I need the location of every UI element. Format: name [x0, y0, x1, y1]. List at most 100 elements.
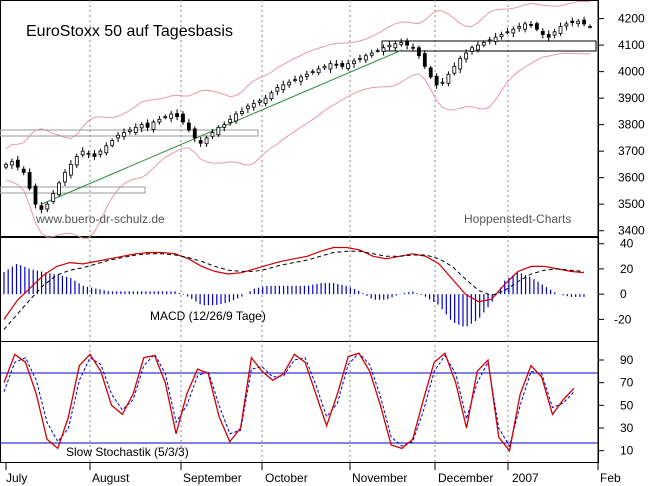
candlesticks	[4, 16, 592, 214]
stoch-tick-label-3: 70	[620, 376, 634, 390]
candle-body-39	[234, 113, 238, 122]
candle-body-91	[540, 30, 545, 35]
stoch-tick-label-0: 10	[620, 444, 634, 458]
candle-body-92	[546, 34, 551, 38]
stoch-d-line	[3, 352, 575, 448]
candle-body-90	[535, 23, 539, 30]
candle-body-20	[122, 132, 126, 137]
candle-body-7	[45, 203, 50, 210]
macd-tick-label-0: -20	[614, 312, 632, 326]
candle-body-99	[588, 26, 592, 28]
candle-body-89	[529, 24, 533, 26]
candle-body-51	[304, 73, 309, 77]
candle-body-6	[39, 205, 44, 210]
candle-body-62	[369, 52, 374, 56]
candle-body-57	[340, 63, 345, 67]
candle-body-48	[287, 81, 292, 86]
candle-body-63	[375, 50, 380, 52]
candle-body-44	[263, 97, 268, 104]
month-label-7: Feb	[600, 471, 621, 485]
month-gridlines	[89, 0, 509, 462]
candle-body-85	[505, 31, 510, 34]
candle-body-21	[127, 129, 132, 132]
candle-body-64	[381, 47, 386, 52]
stoch-tick-label-2: 50	[620, 398, 634, 412]
macd-label: MACD (12/26/9 Tage)	[150, 309, 266, 323]
candle-body-78	[464, 52, 469, 60]
candle-body-38	[228, 118, 233, 123]
candle-body-67	[399, 42, 404, 45]
candle-body-59	[352, 60, 356, 65]
candle-body-18	[110, 140, 115, 146]
month-label-3: October	[265, 471, 308, 485]
candle-body-74	[440, 81, 445, 84]
website-annotation: www.buero-dr-schulz.de	[35, 212, 165, 226]
candle-body-98	[582, 19, 587, 25]
stochastic-lines	[3, 352, 575, 453]
candle-body-61	[363, 55, 368, 61]
candle-body-22	[133, 126, 138, 134]
candle-body-34	[204, 137, 209, 145]
candle-body-23	[139, 124, 144, 129]
candle-body-50	[299, 76, 303, 82]
candle-body-43	[257, 100, 262, 103]
month-label-0: July	[6, 471, 27, 485]
candle-body-86	[511, 28, 516, 34]
candle-body-4	[27, 171, 32, 189]
candle-body-66	[393, 43, 398, 49]
stoch-tick-label-4: 90	[620, 353, 634, 367]
candle-body-9	[57, 182, 61, 196]
candle-body-55	[328, 63, 333, 70]
price-tick-label-3: 3700	[618, 144, 645, 158]
candle-body-27	[163, 116, 168, 119]
price-tick-label-7: 4100	[618, 38, 645, 52]
trendline	[41, 49, 403, 205]
macd-axis: -20 0 20 40	[598, 237, 634, 326]
candle-body-45	[269, 92, 274, 100]
month-label-5: December	[438, 471, 493, 485]
candle-body-49	[293, 79, 297, 81]
candle-body-26	[157, 118, 162, 123]
candle-body-69	[411, 46, 415, 49]
candle-body-65	[387, 44, 392, 48]
stochastic-axis: 10 30 50 70 90	[598, 353, 634, 458]
price-tick-label-5: 3900	[618, 91, 645, 105]
macd-tick-label-1: 0	[620, 287, 627, 301]
candle-body-87	[517, 26, 522, 29]
candle-body-14	[86, 152, 91, 155]
candle-body-70	[417, 47, 421, 57]
candle-body-24	[145, 122, 150, 128]
candle-body-30	[181, 113, 185, 123]
candle-body-15	[92, 153, 97, 157]
macd-line	[3, 246, 585, 320]
month-label-4: November	[352, 471, 407, 485]
bollinger-lower	[5, 52, 590, 239]
candle-body-8	[51, 193, 56, 202]
candle-body-58	[346, 63, 351, 69]
candle-body-25	[151, 121, 156, 130]
chart-title: EuroStoxx 50 auf Tagesbasis	[26, 23, 233, 40]
macd-lines	[3, 246, 585, 330]
candle-body-12	[74, 156, 79, 166]
stochastic-label: Slow Stochastik (5/3/3)	[66, 445, 189, 459]
macd-signal-line	[3, 250, 585, 330]
month-labels: July August September October November Decemb…	[5, 462, 621, 485]
bollinger-bands	[5, 1, 591, 239]
macd-tick-label-3: 40	[620, 237, 634, 251]
candle-body-28	[169, 113, 174, 119]
month-label-6: 2007	[512, 471, 539, 485]
candle-body-53	[316, 68, 321, 74]
source-annotation: Hoppenstedt-Charts	[464, 212, 571, 226]
candle-body-31	[186, 122, 191, 131]
candle-body-33	[198, 140, 203, 144]
price-tick-label-2: 3600	[618, 171, 645, 185]
candle-body-88	[523, 23, 528, 30]
candle-body-42	[251, 103, 256, 108]
candle-body-96	[570, 20, 575, 23]
resistance-box-2	[0, 186, 146, 194]
candle-body-46	[275, 87, 280, 92]
candle-body-97	[576, 20, 581, 25]
candle-body-76	[452, 65, 457, 74]
candle-body-75	[446, 73, 451, 84]
candle-body-71	[422, 53, 427, 67]
